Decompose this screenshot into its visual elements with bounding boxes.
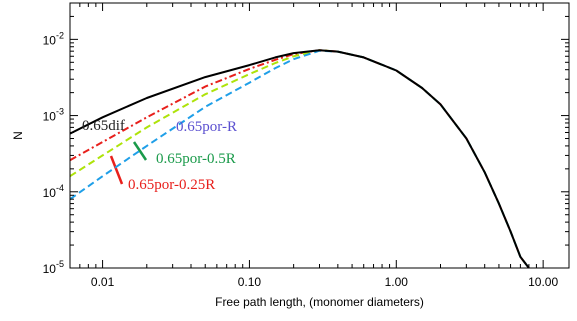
y-axis-label: N bbox=[11, 131, 25, 140]
x-axis-label: Free path length, (monomer diameters) bbox=[215, 295, 424, 309]
annotation-pointers bbox=[109, 141, 148, 185]
annotation-label: 0.65por-0.25R bbox=[128, 177, 215, 193]
series-line-0.65por-0.25R bbox=[69, 49, 530, 269]
annotation-pointer bbox=[132, 141, 148, 161]
x-tick-label: 10.00 bbox=[528, 275, 558, 289]
annotation-label: 0.65por-0.5R bbox=[156, 151, 236, 167]
x-tick-label: 1.00 bbox=[385, 275, 409, 289]
annotations: 0.65dif 0.65por-R 0.65por-0.5R 0.65por-0.25… bbox=[82, 118, 237, 193]
y-axis: 10-2 10-3 10-4 10-5 bbox=[43, 2, 569, 276]
x-axis: 0.01 0.10 1.00 10.00 bbox=[69, 3, 558, 289]
y-tick-label: 10-2 bbox=[43, 30, 64, 47]
x-tick-label: 0.01 bbox=[91, 275, 115, 289]
y-tick-label: 10-4 bbox=[43, 183, 64, 200]
annotation-pointer bbox=[109, 155, 124, 185]
series-line-0.65por-R bbox=[69, 49, 530, 269]
data-series bbox=[69, 49, 530, 269]
plot-frame bbox=[69, 2, 570, 269]
x-tick-label: 0.10 bbox=[238, 275, 262, 289]
y-tick-label: 10-3 bbox=[43, 107, 64, 124]
annotation-label: 0.65por-R bbox=[176, 119, 237, 135]
y-tick-label: 10-5 bbox=[43, 259, 64, 276]
annotation-label: 0.65dif bbox=[82, 118, 125, 134]
series-line-0.65por-0.5R bbox=[69, 49, 530, 269]
series-line-0.65dif bbox=[69, 49, 530, 269]
